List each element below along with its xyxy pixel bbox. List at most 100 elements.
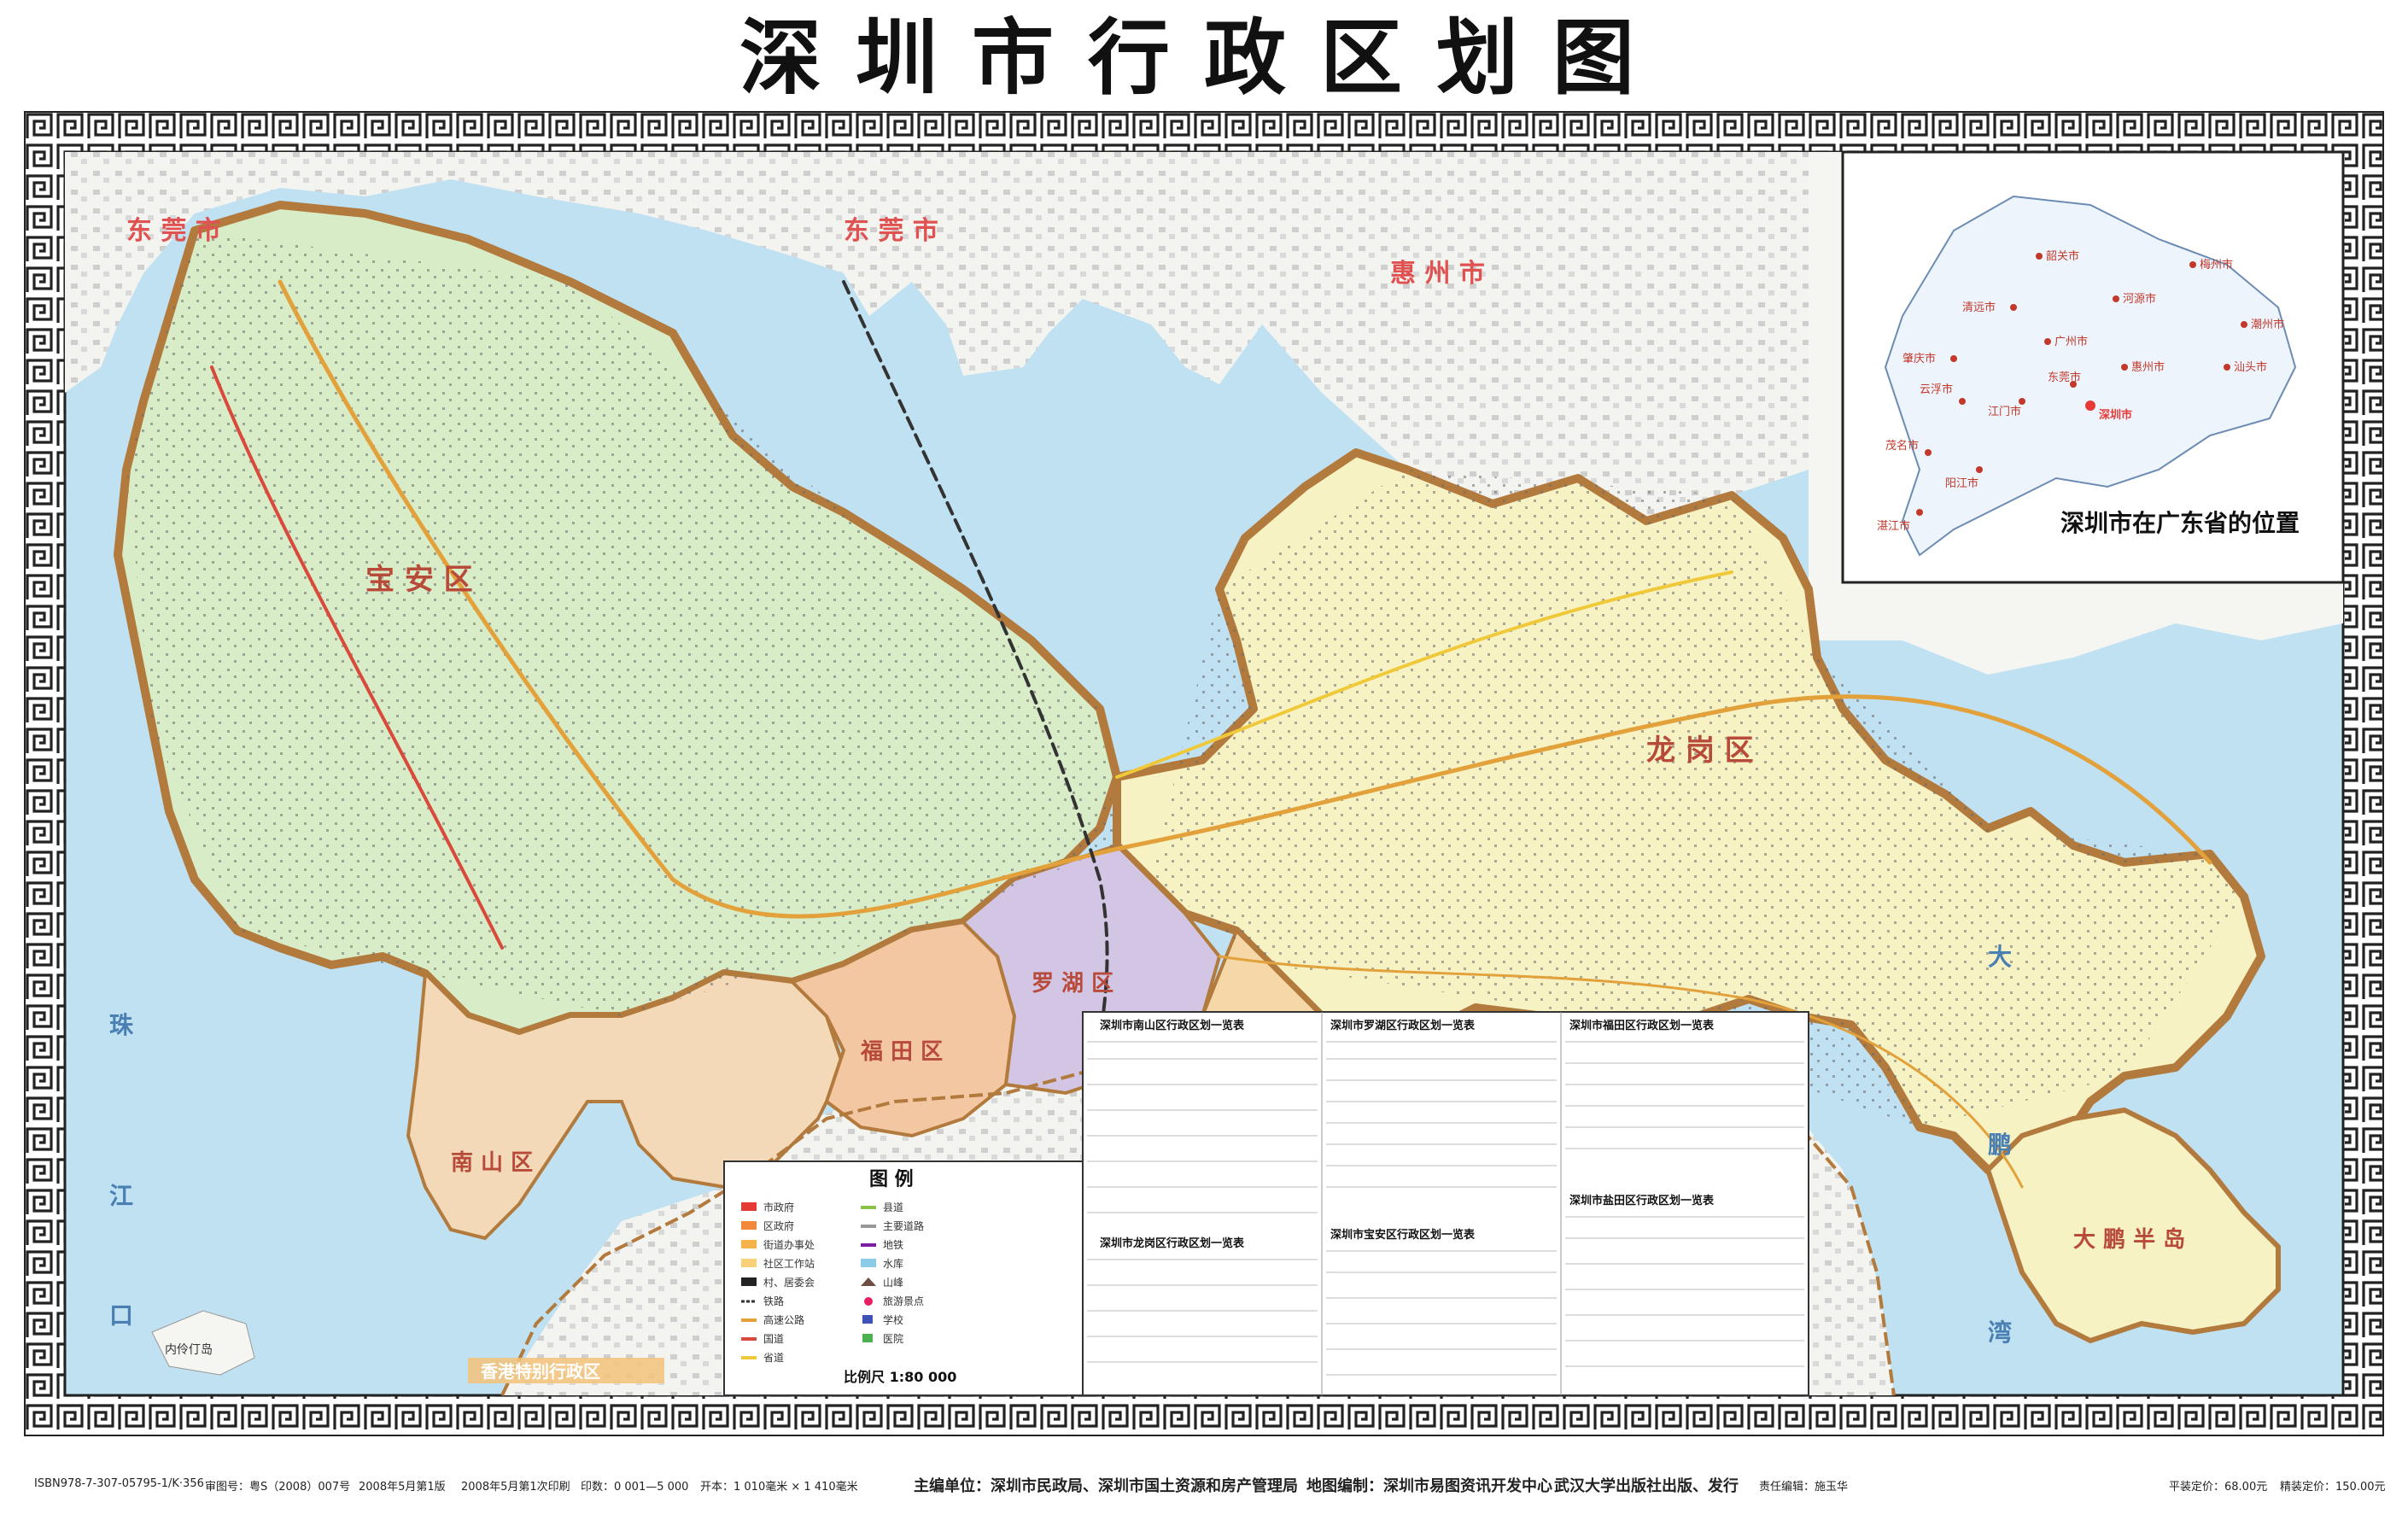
table-title: 深圳市罗湖区行政区划一览表 xyxy=(1330,1019,1476,1032)
footer: ISBN978-7-307-05795-1/K·356 审图号：粤S（2008）… xyxy=(34,1462,2386,1513)
inset-city-label: 东莞市 xyxy=(2048,371,2081,384)
map-title: 深圳市行政区划图 xyxy=(739,9,1669,106)
legend-item: 山峰 xyxy=(883,1277,903,1289)
inset-city-marker xyxy=(1959,398,1966,405)
inset-city-marker xyxy=(2010,304,2017,311)
inset-city-label: 梅州市 xyxy=(2200,258,2233,272)
label-neiling-island: 内伶仃岛 xyxy=(165,1343,213,1357)
hk-label-box-2 xyxy=(468,1358,664,1383)
label-dongguan-west: 东 莞 市 xyxy=(126,216,221,246)
road-coastal xyxy=(1218,955,2024,1189)
district-dapeng xyxy=(1985,1108,2281,1343)
inset-city-marker xyxy=(1925,449,1932,456)
label-dapeng: 大 鹏 半 岛 xyxy=(2073,1226,2185,1253)
legend-swatch xyxy=(741,1202,757,1211)
legend-item: 县道 xyxy=(883,1201,903,1213)
label-da: 大 xyxy=(1988,943,2012,971)
legend-item: 医院 xyxy=(883,1333,903,1345)
label-kou: 口 xyxy=(109,1301,133,1330)
legend-item: 铁路 xyxy=(763,1295,784,1307)
label-nanshan: 南 山 区 xyxy=(451,1150,533,1176)
neiling-island xyxy=(151,1310,255,1376)
admin-tables: 深圳市罗湖区行政区划一览表 深圳市福田区行政区划一览表 深圳市南山区行政区划一览… xyxy=(1082,1011,1809,1396)
inset-city-marker xyxy=(1976,466,1983,473)
inset-city-marker xyxy=(1950,355,1957,362)
table-panel xyxy=(1082,1011,1809,1396)
inset-city-label: 汕头市 xyxy=(2234,360,2267,374)
inset-city-markers xyxy=(1916,253,2247,516)
settlement-texture xyxy=(126,231,2244,1127)
footer-price2: 精装定价：150.00元 xyxy=(2280,1481,2386,1494)
inset-city-marker xyxy=(1916,509,1923,516)
table-title: 深圳市宝安区行政区划一览表 xyxy=(1330,1228,1476,1242)
inset-city-label: 潮州市 xyxy=(2251,318,2284,331)
label-peng: 鹏 xyxy=(1988,1131,2012,1159)
inset-city-marker xyxy=(2019,398,2025,405)
guangdong-outline xyxy=(1884,195,2297,557)
legend-item: 水库 xyxy=(883,1257,903,1270)
table-title: 深圳市龙岗区行政区划一览表 xyxy=(1100,1236,1245,1250)
label-futian: 福 田 区 xyxy=(860,1039,943,1065)
inset-city-marker xyxy=(2085,400,2095,411)
road-provincial xyxy=(1115,570,1733,779)
inset-city-label: 肇庆市 xyxy=(1902,352,1936,365)
table-title: 深圳市南山区行政区划一览表 xyxy=(1100,1019,1245,1032)
inset-city-label: 湛江市 xyxy=(1877,519,1910,533)
footer-printing: 2008年5月第1次印刷 xyxy=(461,1481,570,1494)
legend-swatch xyxy=(741,1277,757,1286)
inset-city-label: 江门市 xyxy=(1988,405,2021,418)
legend-swatch xyxy=(741,1259,757,1267)
legend-item: 村、居委会 xyxy=(763,1277,815,1289)
inset-city-label: 惠州市 xyxy=(2131,360,2165,374)
legend-swatch xyxy=(741,1221,757,1230)
label-hk-2: 香港特别行政区 xyxy=(481,1361,600,1382)
legend-box xyxy=(723,1160,1084,1396)
inset-city-marker xyxy=(2036,253,2043,260)
legend-panel: 图 例 市政府 区政府 街道办事处 社区工作站 村、居委会 铁路 高速公路 国道… xyxy=(723,1160,1084,1396)
label-zhu: 珠 xyxy=(109,1011,134,1039)
legend-swatch xyxy=(861,1259,876,1267)
inset-city-marker xyxy=(2121,364,2128,371)
legend-item: 高速公路 xyxy=(763,1313,804,1326)
legend-title: 图 例 xyxy=(869,1169,914,1190)
label-luohu: 罗 湖 区 xyxy=(1032,971,1113,997)
inset-map: 韶关市 清远市 肇庆市 广州市 河源市 梅州市 潮州市 汕头市 惠州市 东莞市 … xyxy=(1841,150,2345,584)
inset-city-label: 茂名市 xyxy=(1885,439,1919,453)
label-jiang: 江 xyxy=(109,1182,133,1210)
legend-swatch xyxy=(862,1315,873,1324)
dongguan-land xyxy=(65,152,1809,521)
legend-item: 学校 xyxy=(883,1313,903,1326)
legend-swatch xyxy=(862,1334,873,1342)
footer-print-run: 印数：0 001—5 000 xyxy=(581,1481,689,1494)
inset-city-marker xyxy=(2224,364,2230,371)
district-futian xyxy=(789,920,1017,1138)
inset-city-marker xyxy=(2044,338,2051,345)
road-expressway xyxy=(278,279,2212,919)
inset-city-marker xyxy=(2113,295,2119,302)
legend-swatch xyxy=(861,1277,876,1286)
legend-swatch xyxy=(864,1297,873,1306)
inset-city-label: 韶关市 xyxy=(2046,249,2079,263)
inset-title: 深圳市在广东省的位置 xyxy=(2060,509,2300,537)
legend-item: 主要道路 xyxy=(883,1219,924,1232)
inset-city-marker xyxy=(2070,381,2077,388)
footer-compiler: 地图编制：深圳市易图资讯开发中心 xyxy=(1306,1477,1552,1495)
legend-item: 国道 xyxy=(763,1333,784,1345)
label-longgang: 龙 岗 区 xyxy=(1646,734,1754,768)
legend-item: 旅游景点 xyxy=(883,1295,924,1307)
footer-format: 开本：1 010毫米 × 1 410毫米 xyxy=(700,1481,858,1494)
legend-scale: 比例尺 1:80 000 xyxy=(844,1369,956,1385)
footer-isbn: ISBN978-7-307-05795-1/K·356 xyxy=(34,1477,204,1490)
roads xyxy=(210,279,2212,1189)
road-national xyxy=(210,365,504,950)
footer-approval: 审图号：粤S（2008）007号 xyxy=(205,1481,351,1494)
inset-city-label: 深圳市 xyxy=(2099,408,2132,422)
legend-item: 地铁 xyxy=(883,1239,903,1251)
footer-publisher: 武汉大学出版社出版、发行 xyxy=(1554,1477,1739,1495)
inset-city-label: 清远市 xyxy=(1962,301,1996,314)
inset-city-label: 广州市 xyxy=(2054,335,2088,348)
map-frame: 韶关市 清远市 肇庆市 广州市 河源市 梅州市 潮州市 汕头市 惠州市 东莞市 … xyxy=(24,111,2384,1436)
legend-swatch xyxy=(741,1240,757,1248)
inset-city-label: 河源市 xyxy=(2123,292,2156,306)
inset-city-label: 云浮市 xyxy=(1920,383,1953,396)
